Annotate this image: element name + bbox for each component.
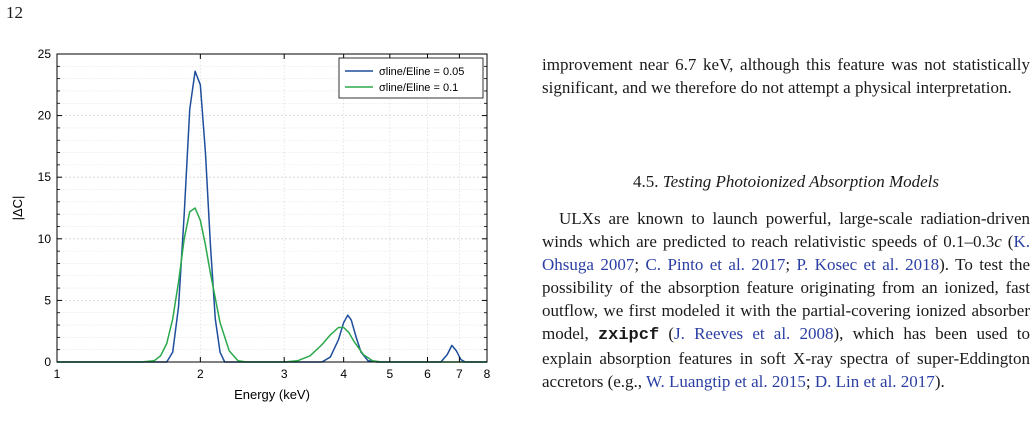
- page-number: 12: [6, 3, 23, 22]
- x-tick-label: 6: [424, 367, 431, 381]
- y-tick-label: 10: [38, 232, 52, 246]
- speed-of-light-symbol: c: [994, 232, 1002, 251]
- legend: σline/Eline = 0.05 σline/Eline = 0.1: [338, 57, 484, 99]
- paragraph-2: ULXs are known to launch powerful, large…: [542, 207, 1030, 393]
- x-tick-label: 8: [484, 367, 491, 381]
- x-tick-label: 2: [197, 367, 204, 381]
- x-axis-label: Energy (keV): [234, 387, 310, 402]
- legend-label-1: σline/Eline = 0.05: [379, 66, 464, 78]
- x-tick-label: 3: [281, 367, 288, 381]
- series-line-2: [57, 207, 487, 363]
- section-title: Testing Photoionized Absorption Models: [662, 172, 940, 191]
- para2-text-a: ULXs are known to launch powerful, large…: [542, 209, 1030, 251]
- citation-link-reeves[interactable]: J. Reeves et al. 2008: [674, 324, 834, 343]
- series-line-1: [57, 70, 487, 363]
- paragraph-1-text: improvement near 6.7 keV, although this …: [542, 55, 1030, 97]
- x-tick-label: 4: [340, 367, 347, 381]
- y-tick-label: 15: [38, 170, 52, 184]
- y-tick-label: 25: [38, 47, 52, 61]
- para2-text-f: ), which has been used to explain absorp…: [542, 324, 1031, 391]
- citation-separator: ;: [634, 255, 646, 274]
- x-tick-label: 7: [456, 367, 463, 381]
- citation-link-ohsuga[interactable]: K. Ohsuga 2007: [542, 232, 1030, 274]
- y-axis-label: |ΔC|: [10, 196, 25, 221]
- y-tick-label: 0: [44, 355, 51, 369]
- plot-frame: [56, 53, 488, 363]
- y-tick-label: 5: [44, 293, 51, 307]
- citation-separator: ;: [785, 255, 797, 274]
- legend-box: [338, 57, 484, 99]
- paragraph-2-text: ULXs are known to launch powerful, large…: [542, 207, 1030, 393]
- citation-link-luangtip[interactable]: W. Luangtip et al. 2015: [646, 372, 806, 391]
- y-tick-label: 20: [38, 109, 52, 123]
- para2-text-d: ). To test the possibility of the absorp…: [542, 255, 1030, 343]
- paragraph-1: improvement near 6.7 keV, although this …: [542, 53, 1030, 99]
- citation-link-lin[interactable]: D. Lin et al. 2017: [814, 372, 935, 391]
- para2-text-b: (: [1001, 232, 1014, 251]
- citation-link-kosec[interactable]: P. Kosec et al. 2018: [796, 255, 940, 274]
- legend-label-2: σline/Eline = 0.1: [379, 82, 458, 94]
- x-tick-label: 1: [54, 367, 61, 381]
- para2-text-g: ).: [934, 372, 945, 391]
- citation-link-pinto[interactable]: C. Pinto et al. 2017: [645, 255, 786, 274]
- chart-svg: 0 5 10 15 20 25 1 2 3 4 5 6 7 8 Energy (keV) |ΔC| σline/…: [10, 47, 491, 402]
- section-number: 4.5.: [632, 172, 659, 191]
- section-heading: 4.5. Testing Photoionized Absorption Mod…: [542, 172, 1030, 192]
- citation-separator: ;: [805, 372, 815, 391]
- para2-text-e: (: [659, 324, 675, 343]
- x-tick-label: 5: [386, 367, 393, 381]
- model-name: zxipcf: [597, 326, 660, 345]
- figure-delta-c-plot: 0 5 10 15 20 25 1 2 3 4 5 6 7 8 Energy (keV) |ΔC| σline/…: [0, 40, 510, 428]
